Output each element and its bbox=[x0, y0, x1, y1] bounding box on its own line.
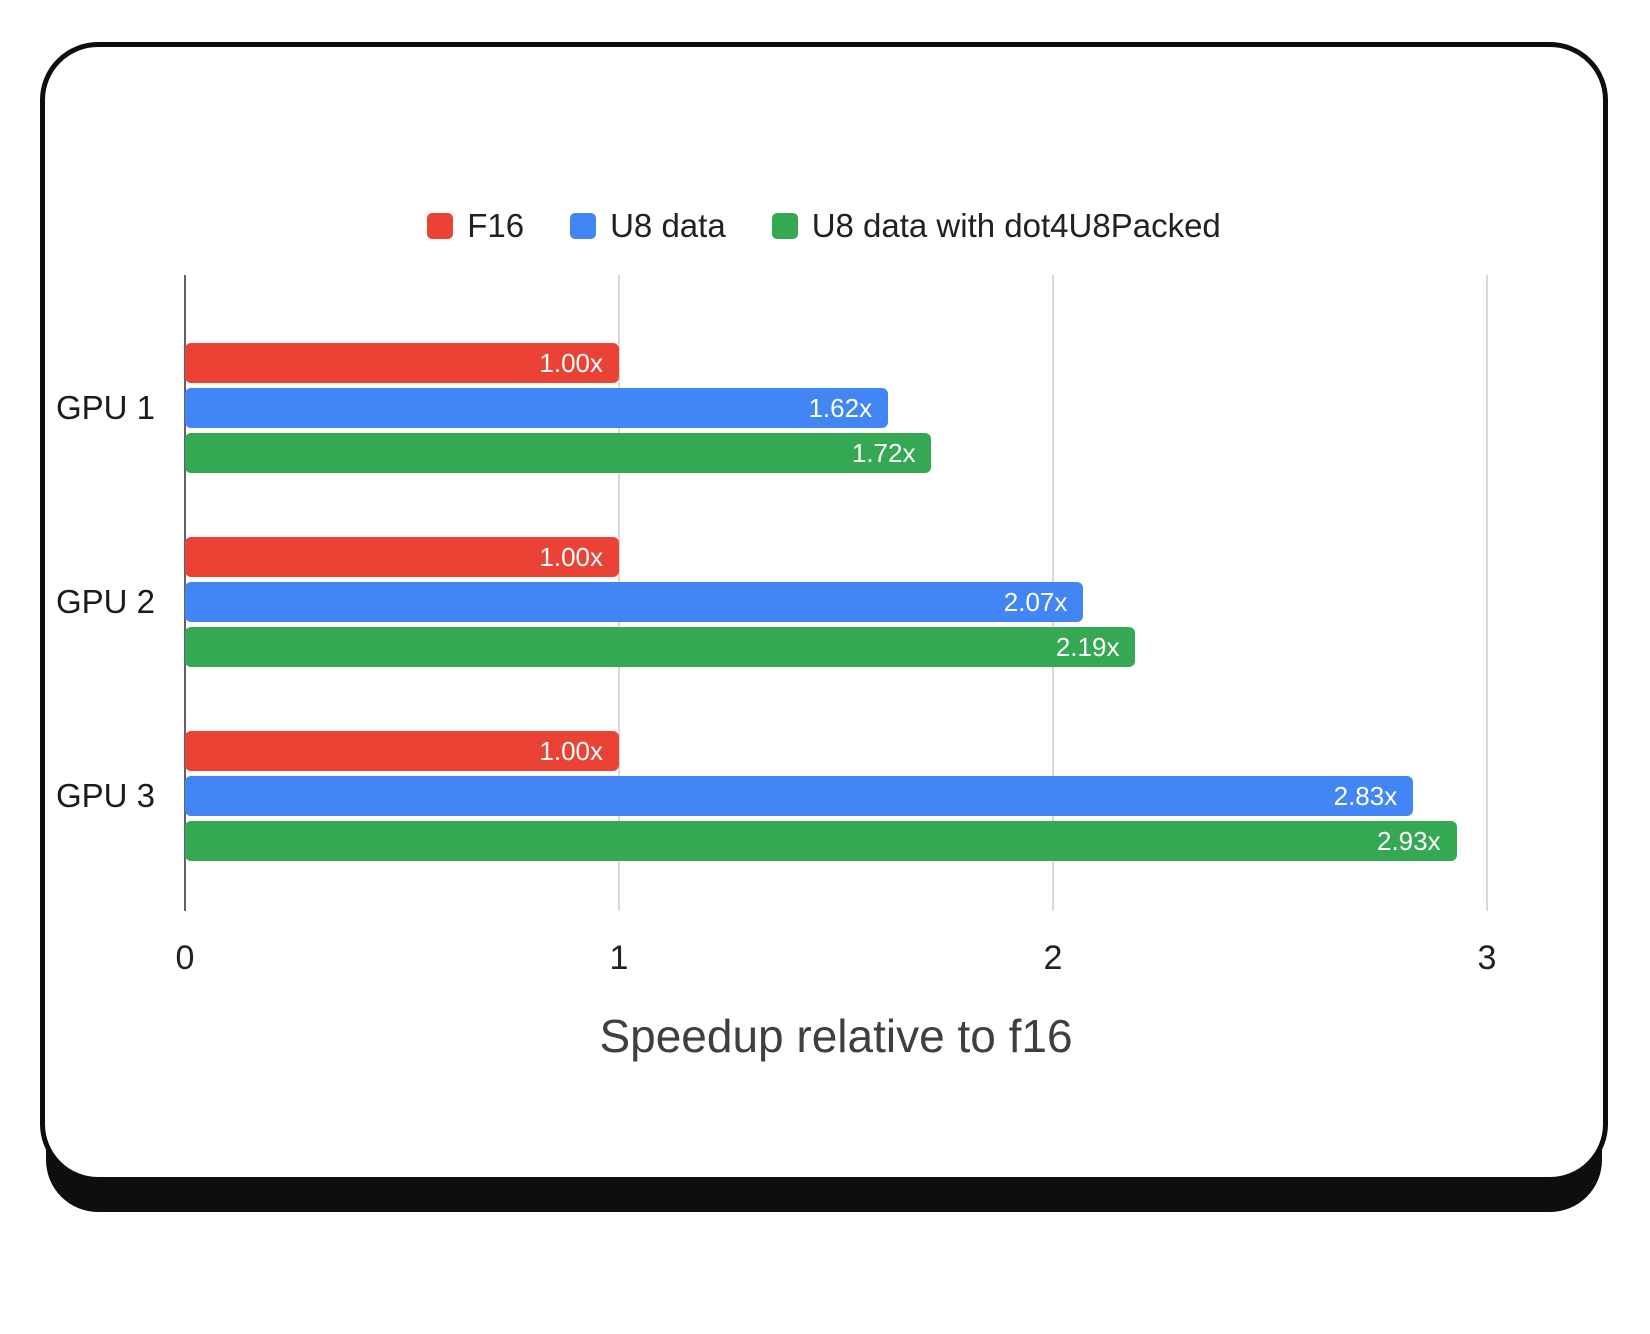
bar-value-label: 2.83x bbox=[1333, 780, 1398, 811]
bar-value-label: 1.72x bbox=[851, 437, 916, 468]
bar-value-label: 1.62x bbox=[808, 392, 873, 423]
legend-swatch-icon bbox=[427, 213, 454, 239]
bar: 2.83x bbox=[185, 776, 1414, 816]
bar-value-label: 2.07x bbox=[1003, 586, 1068, 617]
gridline bbox=[1486, 275, 1488, 911]
legend: F16 U8 data U8 data with dot4U8Packed bbox=[45, 207, 1603, 245]
legend-label: U8 data bbox=[610, 207, 726, 244]
x-tick-label: 0 bbox=[175, 939, 195, 977]
bar: 2.93x bbox=[185, 821, 1457, 861]
legend-swatch-icon bbox=[771, 213, 798, 239]
bar: 1.00x bbox=[185, 343, 619, 383]
x-tick-label: 3 bbox=[1477, 939, 1497, 977]
category-label: GPU 3 bbox=[55, 777, 155, 814]
x-tick-label: 1 bbox=[609, 939, 629, 977]
bar-groups: GPU 1 1.00x 1.62x 1.72x GPU 2 1.00x 2.07x 2.19x… bbox=[56, 275, 1487, 911]
bar: 2.19x bbox=[185, 627, 1136, 667]
legend-label: U8 data with dot4U8Packed bbox=[811, 207, 1221, 244]
bar-value-label: 2.19x bbox=[1055, 631, 1120, 662]
legend-item: U8 data with dot4U8Packed bbox=[771, 207, 1221, 245]
bar-value-label: 1.00x bbox=[539, 735, 603, 766]
category-label: GPU 1 bbox=[55, 389, 155, 426]
bar: 1.72x bbox=[185, 433, 932, 473]
bar: 1.00x bbox=[185, 731, 619, 771]
x-axis-title: Speedup relative to f16 bbox=[599, 1010, 1073, 1062]
category-label: GPU 2 bbox=[55, 583, 155, 620]
x-axis-ticks: 0 1 2 3 bbox=[176, 939, 1497, 983]
chart-card: F16 U8 data U8 data with dot4U8Packed GPU … bbox=[40, 42, 1608, 1182]
bar-value-label: 1.00x bbox=[539, 541, 603, 572]
bar: 1.62x bbox=[185, 388, 889, 428]
bar-value-label: 2.93x bbox=[1377, 825, 1441, 856]
bar-group: GPU 1 1.00x 1.62x 1.72x bbox=[56, 343, 1487, 473]
legend-item: F16 bbox=[427, 207, 524, 245]
legend-label: F16 bbox=[467, 207, 525, 244]
x-tick-label: 2 bbox=[1043, 939, 1063, 977]
bar: 2.07x bbox=[185, 582, 1084, 622]
bar: 1.00x bbox=[185, 537, 619, 577]
plot-area: GPU 1 1.00x 1.62x 1.72x GPU 2 1.00x 2.07x 2.19x… bbox=[56, 275, 1488, 911]
legend-item: U8 data bbox=[570, 207, 726, 245]
bar-value-label: 1.00x bbox=[539, 347, 603, 378]
legend-swatch-icon bbox=[570, 213, 597, 239]
bar-group: GPU 3 1.00x 2.83x 2.93x bbox=[56, 731, 1487, 861]
bar-group: GPU 2 1.00x 2.07x 2.19x bbox=[56, 537, 1487, 667]
